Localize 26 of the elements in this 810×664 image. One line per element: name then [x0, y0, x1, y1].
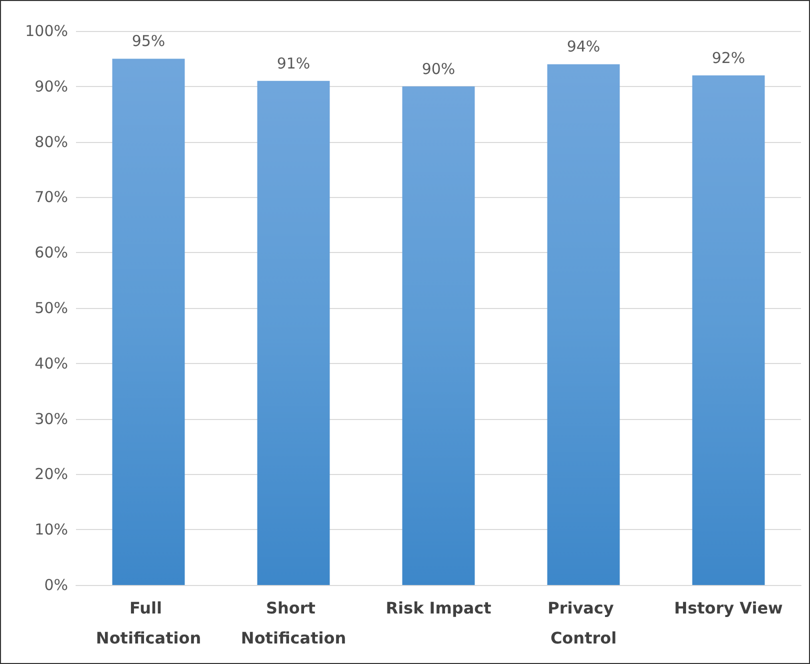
y-tick-label: 20%	[34, 465, 68, 484]
y-tick-label: 80%	[34, 132, 68, 151]
y-tick-label: 10%	[34, 520, 68, 539]
data-label: 92%	[712, 48, 746, 67]
y-tick-label: 100%	[25, 22, 68, 40]
bar	[402, 86, 475, 585]
x-tick-label: Hstory View	[674, 598, 784, 618]
bar	[257, 80, 330, 585]
y-tick-label: 30%	[34, 410, 68, 428]
y-tick-label: 50%	[34, 299, 68, 317]
y-tick-label: 60%	[34, 244, 68, 262]
y-tick-label: 90%	[34, 77, 68, 96]
x-tick-label: Short Notification	[240, 598, 346, 648]
data-label: 90%	[422, 60, 456, 78]
data-label: 94%	[566, 38, 600, 56]
bar	[112, 58, 185, 585]
x-tick-label: Full Notification	[96, 598, 202, 648]
bar	[547, 64, 620, 585]
data-label: 95%	[132, 32, 166, 50]
x-tick-label: Privacy Control	[548, 598, 620, 648]
data-label: 91%	[276, 54, 310, 72]
y-tick-label: 70%	[34, 188, 68, 206]
y-tick-label: 0%	[44, 576, 68, 594]
x-tick-label: Risk Impact	[386, 598, 492, 618]
bar	[692, 75, 765, 585]
y-tick-label: 40%	[34, 354, 68, 372]
